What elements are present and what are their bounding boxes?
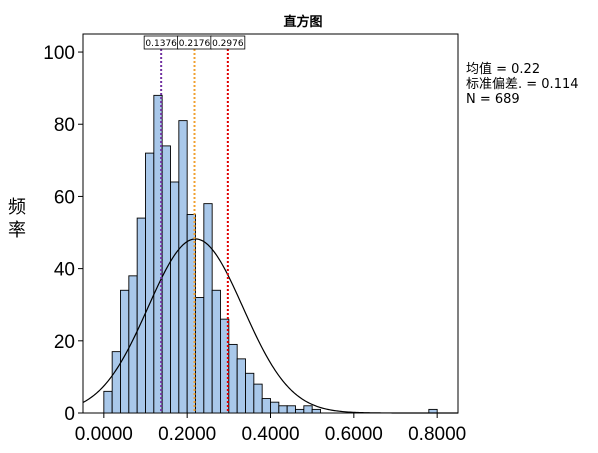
y-tick-label: 20	[54, 332, 75, 353]
y-tick-label: 60	[54, 187, 75, 208]
x-tick-label: 0.4000	[241, 424, 299, 445]
histogram-bar	[228, 343, 238, 414]
histogram-bar	[211, 289, 221, 414]
x-tick-label: 0.0000	[75, 424, 133, 445]
histogram-bar	[278, 405, 288, 414]
histogram-bar	[270, 401, 280, 414]
y-tick-label: 80	[54, 115, 75, 136]
reference-label-box	[210, 35, 246, 50]
histogram-bar	[111, 351, 121, 414]
histogram-bar	[178, 120, 188, 414]
histogram-bar	[195, 297, 205, 414]
stats-mean: 均值 = 0.22	[466, 62, 541, 77]
x-tick-label: 0.2000	[158, 424, 216, 445]
histogram-bar	[203, 203, 213, 414]
histogram-bar	[145, 152, 155, 414]
chart-title: 直方图	[283, 15, 323, 30]
histogram-bar	[245, 372, 255, 414]
reference-label: 0.1376	[145, 39, 177, 49]
reference-label: 0.2976	[212, 39, 244, 49]
normal-curve	[82, 238, 458, 414]
histogram-bar	[170, 181, 180, 414]
x-tick-label: 0.8000	[408, 424, 466, 445]
histogram-bar	[286, 405, 296, 414]
histogram-bar	[236, 358, 246, 414]
histogram-bar	[303, 405, 313, 414]
histogram-bar	[261, 398, 271, 414]
histogram-bar	[311, 408, 321, 414]
histogram-bar	[253, 383, 263, 414]
y-tick-label: 40	[54, 260, 75, 281]
x-tick-label: 0.6000	[325, 424, 383, 445]
reference-label: 0.2176	[179, 39, 211, 49]
y-axis-label: 频率	[8, 197, 26, 241]
stats-sd: 标准偏差. = 0.114	[466, 77, 579, 92]
histogram-bar	[161, 145, 171, 414]
y-tick-label: 0	[64, 404, 75, 425]
histogram-bar	[295, 408, 305, 414]
histogram-bar	[103, 390, 113, 414]
y-tick-label: 100	[43, 43, 75, 64]
stats-n: N = 689	[466, 92, 520, 107]
stats-box: 均值 = 0.22 标准偏差. = 0.114 N = 689	[466, 62, 579, 107]
